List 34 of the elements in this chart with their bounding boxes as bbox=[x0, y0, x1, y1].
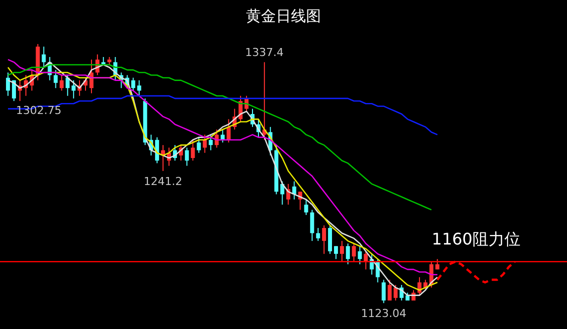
candlestick bbox=[60, 74, 64, 92]
annotation: 1337.4 bbox=[245, 46, 284, 60]
candlestick bbox=[292, 180, 296, 200]
candlestick bbox=[137, 80, 142, 96]
annotation: 1123.04 bbox=[360, 307, 406, 320]
candlestick bbox=[322, 224, 326, 254]
candlestick bbox=[304, 198, 308, 216]
candlestick bbox=[346, 243, 350, 265]
candlestick bbox=[190, 139, 195, 162]
candlestick bbox=[388, 279, 392, 302]
candlestick bbox=[382, 279, 386, 304]
annotation: 1302.75 bbox=[16, 104, 62, 117]
candlestick bbox=[42, 46, 46, 68]
candlestick bbox=[316, 227, 320, 242]
candlestick bbox=[394, 284, 398, 302]
candlestick bbox=[72, 80, 76, 99]
candlestick bbox=[196, 136, 201, 154]
chart-title: 黄金日线图 bbox=[246, 7, 321, 25]
annotation: 1241.2 bbox=[144, 174, 182, 188]
candlestick bbox=[208, 134, 213, 151]
candlestick bbox=[435, 258, 440, 270]
candlestick bbox=[310, 209, 314, 242]
candlestick bbox=[54, 69, 58, 89]
candlestick bbox=[352, 243, 356, 262]
candlestick bbox=[66, 74, 70, 96]
candlestick bbox=[340, 240, 344, 262]
ref-line-label: 1160阻力位 bbox=[432, 230, 520, 249]
candlestick bbox=[334, 246, 338, 260]
candlestick bbox=[358, 246, 362, 265]
candlestick bbox=[184, 147, 189, 166]
candlestick bbox=[6, 72, 10, 96]
candlestick bbox=[328, 224, 332, 254]
candlestick bbox=[202, 134, 207, 154]
candlestick bbox=[280, 180, 284, 206]
